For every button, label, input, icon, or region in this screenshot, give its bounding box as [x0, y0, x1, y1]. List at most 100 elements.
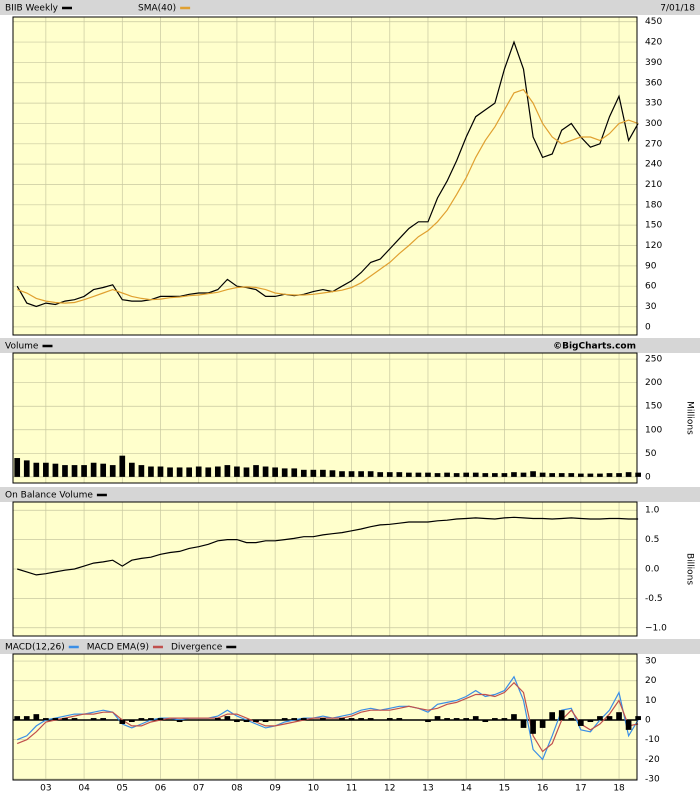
bar	[616, 473, 622, 477]
bar	[214, 466, 221, 477]
bar	[100, 463, 107, 477]
bar	[511, 472, 517, 477]
bar	[157, 466, 164, 477]
bar	[281, 718, 288, 721]
y-tick-label: 270	[645, 139, 662, 149]
bar	[167, 467, 173, 477]
bar	[43, 462, 49, 477]
series-line	[16, 40, 639, 308]
bar	[119, 455, 126, 477]
bar	[367, 718, 374, 721]
y-tick-label: -0.5	[645, 594, 663, 604]
bar	[587, 473, 594, 477]
bar	[358, 718, 364, 721]
bar	[492, 718, 498, 721]
y-tick-label: -20	[645, 755, 660, 765]
bar	[214, 718, 221, 721]
panel-header	[0, 487, 700, 502]
bar	[625, 472, 632, 477]
bar	[482, 473, 489, 477]
bar	[444, 718, 450, 721]
legend-label: MACD(12,26)	[5, 643, 65, 653]
bar	[310, 469, 317, 477]
bar	[635, 472, 641, 477]
bar	[501, 718, 508, 721]
date-label: 7/01/18	[660, 4, 695, 14]
bar	[520, 720, 527, 728]
bar	[90, 462, 97, 477]
bar	[234, 720, 240, 723]
bar	[472, 716, 479, 721]
bar	[597, 473, 603, 477]
y-tick-label: 60	[645, 282, 657, 292]
plot-frame	[12, 352, 638, 484]
x-tick-label: 11	[346, 784, 357, 794]
plot-frame	[12, 16, 638, 336]
y-tick-label: 150	[645, 402, 662, 412]
bar	[501, 473, 508, 477]
bar	[463, 718, 470, 721]
bar	[81, 465, 87, 477]
source-label: ©BigCharts.com	[553, 342, 636, 352]
plot-frame	[12, 653, 638, 781]
bar	[205, 467, 212, 477]
bar	[339, 471, 345, 477]
bar	[587, 720, 594, 723]
y-tick-label: 0	[645, 716, 651, 726]
bar	[434, 473, 441, 477]
bar	[176, 720, 183, 723]
bar	[23, 716, 30, 721]
bar	[195, 466, 202, 477]
bar	[272, 467, 278, 477]
y-tick-label: 420	[645, 38, 662, 48]
bar	[300, 469, 307, 477]
y-tick-label: 0.5	[645, 535, 659, 545]
bar	[23, 460, 30, 477]
y-tick-label: 0.0	[645, 565, 660, 575]
bar	[568, 718, 575, 721]
bar	[444, 472, 450, 477]
x-tick-label: 05	[117, 784, 128, 794]
bar	[386, 472, 393, 477]
bar	[52, 718, 59, 721]
bar	[90, 718, 97, 721]
x-tick-label: 07	[193, 784, 204, 794]
bar	[109, 465, 116, 477]
bar	[253, 720, 259, 723]
bar	[434, 716, 441, 721]
bar	[100, 718, 107, 721]
bar	[262, 466, 269, 477]
plot-frame	[12, 501, 638, 637]
bar	[616, 712, 622, 721]
x-tick-label: 15	[499, 784, 510, 794]
bar	[138, 718, 145, 721]
bar	[339, 718, 345, 721]
bar	[539, 472, 546, 477]
y-tick-label: 0	[645, 322, 651, 332]
y-tick-label: 300	[645, 119, 662, 129]
bar	[549, 473, 556, 477]
bar	[396, 718, 403, 721]
y-tick-label: 0	[645, 472, 651, 482]
plot-area	[13, 17, 637, 335]
bar	[606, 716, 613, 721]
bar	[291, 718, 298, 721]
bar	[176, 467, 183, 477]
x-tick-label: 12	[384, 784, 395, 794]
bar	[539, 720, 546, 728]
bar	[234, 466, 240, 477]
x-tick-label: 14	[460, 784, 472, 794]
bar	[224, 716, 231, 721]
bar	[606, 473, 613, 477]
bar	[453, 473, 460, 477]
bar	[577, 473, 584, 477]
bar	[224, 465, 231, 477]
panel-header	[0, 0, 700, 15]
series-line	[17, 516, 639, 576]
bar	[43, 718, 49, 721]
panel-header	[0, 338, 700, 353]
bar	[14, 458, 21, 477]
bar	[568, 473, 575, 477]
y-tick-label: 390	[645, 58, 662, 68]
y-tick-label: 210	[645, 180, 662, 190]
